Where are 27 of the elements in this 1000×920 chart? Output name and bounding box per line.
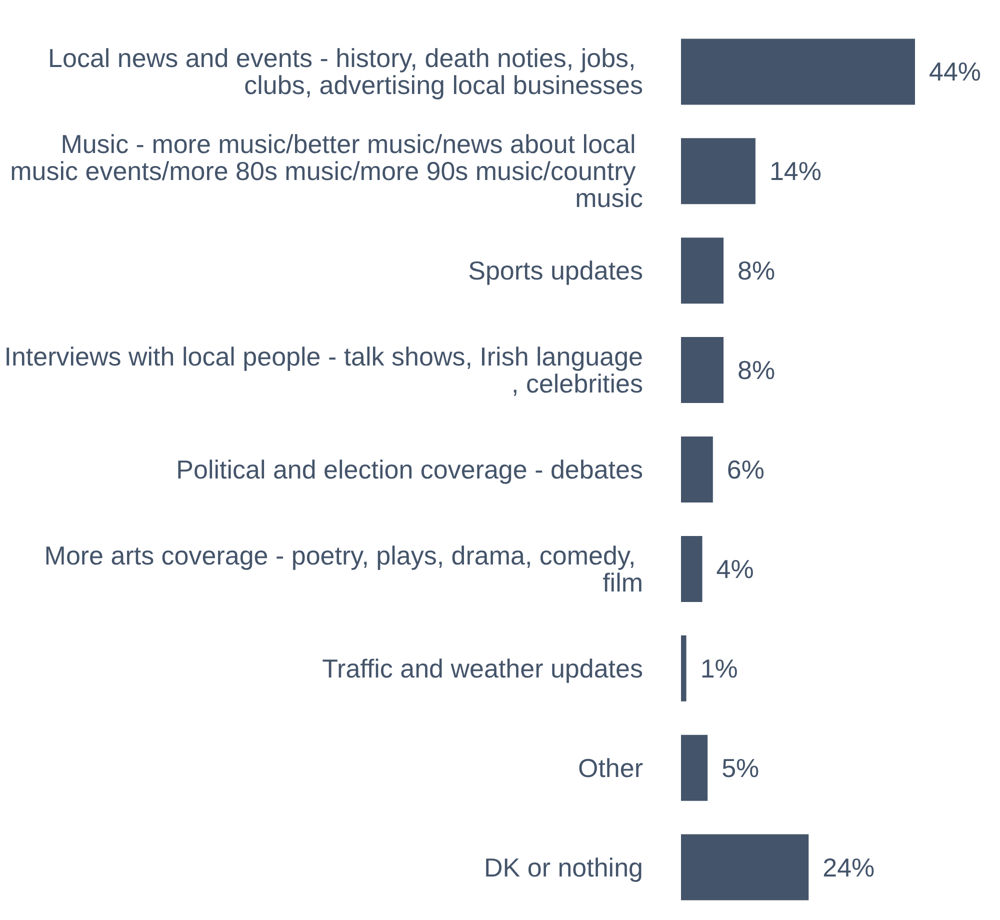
y-tick-label: Interviews with local people - talk shows, Irish language, celebrities <box>4 342 643 399</box>
data-label: 24% <box>822 852 875 882</box>
y-tick-label: DK or nothing <box>484 852 643 882</box>
data-label: 6% <box>726 454 764 484</box>
bar <box>681 238 724 304</box>
data-label: 4% <box>716 554 754 584</box>
bar <box>681 138 756 204</box>
y-tick-label: Political and election coverage - debates <box>176 454 643 484</box>
y-tick-label: Sports updates <box>468 256 643 286</box>
y-tick-label: Other <box>578 752 644 783</box>
bar <box>681 38 915 105</box>
y-tick-label: More arts coverage - poetry, plays, drama, comedy, film <box>44 540 643 598</box>
data-label: 14% <box>769 156 822 186</box>
y-tick-label: Music - more music/better music/news about local music events/more 80s music/more 90s music/country music <box>10 129 643 214</box>
bar <box>681 734 708 801</box>
data-label: 44% <box>929 56 982 87</box>
data-label: 8% <box>738 355 776 386</box>
y-tick-label: Local news and events - history, death noties, jobs, clubs, advertising local businesses <box>48 43 643 100</box>
bar <box>681 337 724 404</box>
bar <box>681 436 713 502</box>
data-label: 1% <box>700 653 738 684</box>
data-label: 5% <box>722 752 760 783</box>
bar <box>681 635 686 702</box>
data-label: 8% <box>738 256 776 286</box>
y-tick-label: Traffic and weather updates <box>322 653 643 684</box>
bar <box>681 834 809 900</box>
bar <box>681 536 702 602</box>
